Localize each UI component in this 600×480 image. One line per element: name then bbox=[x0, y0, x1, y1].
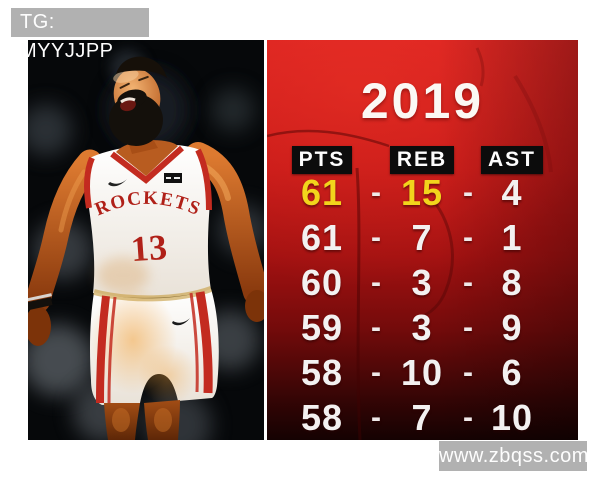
reb-value: 10 bbox=[400, 351, 444, 393]
separator-dash: - bbox=[371, 265, 381, 299]
separator-dash: - bbox=[371, 175, 381, 209]
composite-image: ROCKETS 13 bbox=[28, 40, 578, 440]
separator-dash: - bbox=[463, 400, 473, 434]
separator-dash: - bbox=[371, 355, 381, 389]
reb-value: 15 bbox=[400, 171, 444, 213]
column-headers: PTS REB AST bbox=[267, 146, 578, 174]
head bbox=[109, 56, 167, 154]
separator-dash: - bbox=[371, 400, 381, 434]
sponsor-patch bbox=[164, 173, 182, 183]
stat-row: 58 - 10 - 6 bbox=[267, 350, 578, 395]
ast-value: 10 bbox=[490, 396, 534, 438]
open-mouth bbox=[120, 98, 136, 112]
pts-value: 58 bbox=[300, 351, 344, 393]
column-header-pts: PTS bbox=[291, 146, 353, 174]
column-header-ast: AST bbox=[481, 146, 543, 174]
legs bbox=[104, 400, 180, 440]
neck-trim bbox=[110, 145, 184, 184]
pts-value: 59 bbox=[300, 306, 344, 348]
separator-dash: - bbox=[371, 220, 381, 254]
stat-row: 61 - 15 - 4 bbox=[267, 170, 578, 215]
pts-value: 58 bbox=[300, 396, 344, 438]
jersey: ROCKETS 13 bbox=[84, 140, 212, 298]
reb-value: 7 bbox=[411, 216, 433, 258]
reb-value: 3 bbox=[411, 261, 433, 303]
separator-dash: - bbox=[371, 310, 381, 344]
player-art: ROCKETS 13 bbox=[28, 40, 264, 440]
year-title: 2019 bbox=[360, 73, 485, 129]
ast-value: 8 bbox=[501, 261, 523, 303]
column-header-reb: REB bbox=[389, 146, 455, 174]
panel-texture-sketch bbox=[267, 47, 553, 440]
telegram-watermark: TG: MYYJJPP bbox=[11, 8, 149, 62]
photo-panel-divider bbox=[264, 40, 267, 440]
hair bbox=[116, 56, 167, 78]
stat-row: 59 - 3 - 9 bbox=[267, 305, 578, 350]
reb-value: 3 bbox=[411, 306, 433, 348]
shorts bbox=[89, 286, 219, 405]
separator-dash: - bbox=[463, 310, 473, 344]
separator-dash: - bbox=[463, 265, 473, 299]
left-arm bbox=[28, 149, 103, 346]
ast-value: 4 bbox=[501, 171, 523, 213]
stats-panel: 2019 PTS REB AST 61 - 15 - 4 61 - 7 bbox=[267, 40, 578, 440]
beard bbox=[109, 89, 163, 146]
separator-dash: - bbox=[463, 220, 473, 254]
shorts-swoosh-icon bbox=[172, 318, 190, 326]
pts-value: 60 bbox=[300, 261, 344, 303]
player-figure: ROCKETS 13 bbox=[28, 56, 264, 440]
ast-value: 9 bbox=[501, 306, 523, 348]
stat-rows: 61 - 15 - 4 61 - 7 - 1 60 - 3 - bbox=[267, 170, 578, 440]
reb-value: 7 bbox=[411, 396, 433, 438]
stat-row: 61 - 7 - 1 bbox=[267, 215, 578, 260]
pts-value: 61 bbox=[300, 216, 344, 258]
separator-dash: - bbox=[463, 175, 473, 209]
ast-value: 6 bbox=[501, 351, 523, 393]
separator-dash: - bbox=[463, 355, 473, 389]
stat-row: 58 - 7 - 10 bbox=[267, 395, 578, 440]
nike-swoosh-icon bbox=[108, 179, 127, 187]
teeth bbox=[120, 97, 136, 104]
stat-row: 60 - 3 - 8 bbox=[267, 260, 578, 305]
pts-value: 61 bbox=[300, 171, 344, 213]
ast-value: 1 bbox=[501, 216, 523, 258]
site-watermark: www.zbqss.com bbox=[439, 441, 588, 471]
player-photo: ROCKETS 13 bbox=[28, 40, 264, 440]
